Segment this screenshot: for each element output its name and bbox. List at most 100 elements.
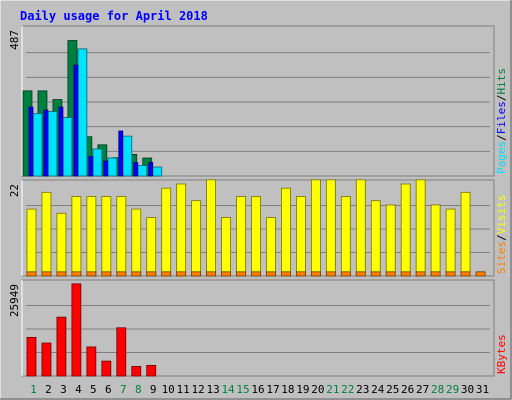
x-tick-label-day-21: 21 (326, 383, 339, 396)
x-tick-label-day-13: 13 (206, 383, 219, 396)
bar-sites-day-5 (86, 271, 97, 277)
bar-visits-day-23 (355, 179, 366, 277)
bar-files-day-4 (77, 48, 88, 177)
bar-pages-day-3 (58, 106, 64, 177)
bar-visits-day-25 (385, 204, 396, 277)
x-tick-label-day-28: 28 (431, 383, 444, 396)
bar-visits-day-9 (146, 217, 157, 277)
bar-sites-day-17 (266, 271, 276, 277)
x-tick-label-day-11: 11 (177, 383, 190, 396)
bar-kbytes-day-8 (131, 366, 142, 377)
bar-pages-day-2 (43, 109, 49, 177)
bar-sites-day-28 (430, 271, 441, 277)
x-tick-label-day-22: 22 (341, 383, 354, 396)
bar-visits-day-15 (236, 196, 246, 277)
x-tick-label-day-3: 3 (60, 383, 67, 396)
bar-sites-day-7 (116, 271, 127, 277)
panel-frame (21, 279, 495, 377)
bar-visits-day-5 (86, 196, 97, 277)
axis-title-part: KBytes (495, 334, 508, 374)
axis-title-3: KBytes (495, 334, 508, 374)
bar-visits-day-3 (56, 212, 67, 277)
x-tick-label-day-6: 6 (105, 383, 112, 396)
bar-sites-day-29 (445, 271, 456, 277)
y-max-label: 22 (8, 184, 21, 197)
bar-visits-day-19 (296, 196, 306, 277)
bar-sites-day-18 (281, 271, 291, 277)
bar-sites-day-30 (460, 271, 471, 277)
bar-pages-day-5 (88, 156, 94, 177)
axis-title-2: Sites/Visits (495, 195, 508, 275)
bar-sites-day-31 (475, 271, 486, 277)
x-tick-label-day-10: 10 (162, 383, 175, 396)
axis-title-part: Pages (495, 141, 508, 174)
x-tick-label-day-8: 8 (135, 383, 142, 396)
series-kbytes (26, 283, 157, 377)
axis-title-part: Visits (495, 195, 508, 235)
bar-files-day-2 (47, 111, 58, 177)
x-tick-label-day-7: 7 (120, 383, 127, 396)
bar-kbytes-day-5 (86, 346, 97, 377)
x-tick-label-day-26: 26 (401, 383, 414, 396)
x-tick-label-day-19: 19 (296, 383, 309, 396)
bar-sites-day-16 (251, 271, 261, 277)
series-pages (28, 64, 154, 177)
bar-visits-day-16 (251, 196, 261, 277)
series-sites (26, 271, 486, 277)
bar-visits-day-7 (116, 196, 127, 277)
bar-sites-day-12 (191, 271, 202, 277)
bar-files-day-3 (62, 117, 73, 177)
bar-sites-day-23 (355, 271, 366, 277)
bar-visits-day-4 (71, 196, 82, 277)
series-visits (26, 179, 471, 277)
x-tick-label-day-17: 17 (266, 383, 279, 396)
x-tick-label-day-20: 20 (311, 383, 324, 396)
bar-visits-day-17 (266, 217, 276, 277)
x-axis-day-labels: 1 2 3 4 5 6 7 8 9 10 11 12 13 14 15 16 17 18 19 20 21 22 23 24 2… (30, 383, 489, 396)
x-tick-label-day-15: 15 (236, 383, 249, 396)
bar-kbytes-day-7 (116, 327, 127, 377)
bar-visits-day-26 (400, 183, 411, 277)
bar-visits-day-8 (131, 208, 142, 277)
x-tick-label-day-27: 27 (416, 383, 429, 396)
axis-title-part: Hits (495, 68, 508, 95)
y-max-label: 25949 (8, 284, 21, 317)
bar-files-day-7 (122, 135, 133, 177)
bar-pages-day-8 (133, 162, 139, 177)
bar-sites-day-26 (400, 271, 411, 277)
bar-pages-day-7 (118, 130, 124, 177)
bar-kbytes-day-4 (71, 283, 82, 377)
bar-visits-day-14 (221, 217, 231, 277)
bar-visits-day-30 (460, 191, 471, 277)
bar-sites-day-22 (340, 271, 351, 277)
bar-pages-day-6 (103, 160, 109, 177)
bar-visits-day-18 (281, 187, 291, 277)
axis-title-part: Files (495, 101, 508, 134)
bar-visits-day-27 (415, 179, 426, 277)
bar-pages-day-9 (148, 162, 154, 177)
x-tick-label-day-1: 1 (30, 383, 37, 396)
series-files (32, 48, 163, 177)
axis-title-1: Pages/Files/Hits (495, 68, 508, 174)
x-tick-label-day-23: 23 (356, 383, 369, 396)
x-tick-label-day-9: 9 (150, 383, 157, 396)
axis-title-part: / (495, 134, 508, 141)
bar-kbytes-day-9 (146, 364, 157, 377)
bar-sites-day-11 (176, 271, 187, 277)
bar-visits-day-2 (41, 191, 52, 277)
bar-files-day-6 (107, 157, 118, 177)
bar-sites-day-15 (236, 271, 246, 277)
x-tick-label-day-4: 4 (75, 383, 82, 396)
bar-kbytes-day-2 (41, 342, 52, 377)
bar-kbytes-day-3 (56, 316, 67, 377)
bar-sites-day-3 (56, 271, 67, 277)
bar-visits-day-10 (161, 187, 172, 277)
bar-files-day-5 (92, 148, 103, 177)
x-tick-label-day-2: 2 (45, 383, 52, 396)
x-tick-label-day-5: 5 (90, 383, 97, 396)
axis-title-part: / (495, 95, 508, 102)
x-tick-label-day-18: 18 (281, 383, 294, 396)
x-tick-label-day-30: 30 (461, 383, 474, 396)
